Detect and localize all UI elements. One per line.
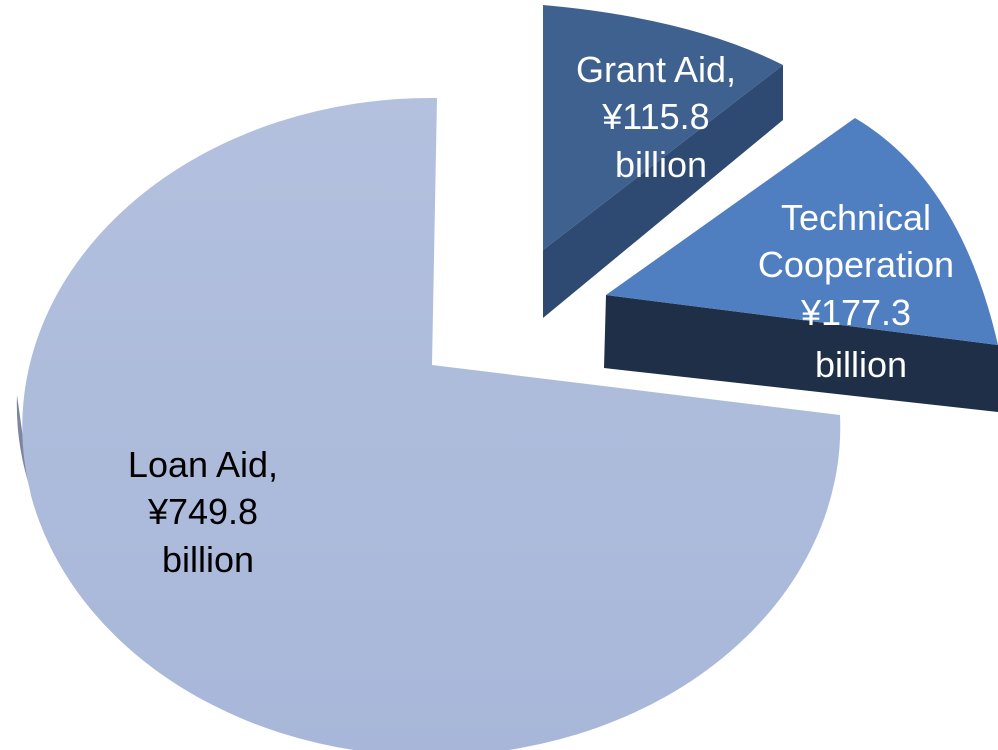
pie-slice-technical-cooperation-top — [606, 118, 998, 345]
pie-slice-grant-aid-top — [543, 5, 783, 250]
pie-slice-technical-cooperation-side — [604, 295, 998, 412]
technical-cooperation-label: Technical Cooperation ¥177.3 billion — [758, 197, 964, 385]
pie-slice-technical-cooperation: Technical Cooperation ¥177.3 billion — [604, 118, 998, 412]
pie-slice-loan-aid-top — [22, 97, 841, 750]
pie-slice-grant-aid-side — [543, 65, 783, 318]
pie-slice-grant-aid: Grant Aid, ¥115.8 billion — [543, 5, 783, 318]
pie-slice-loan-aid: Loan Aid, ¥749.8 billion — [16, 97, 841, 750]
grant-aid-label: Grant Aid, ¥115.8 billion — [576, 49, 746, 185]
loan-aid-label: Loan Aid, ¥749.8 billion — [128, 444, 288, 580]
